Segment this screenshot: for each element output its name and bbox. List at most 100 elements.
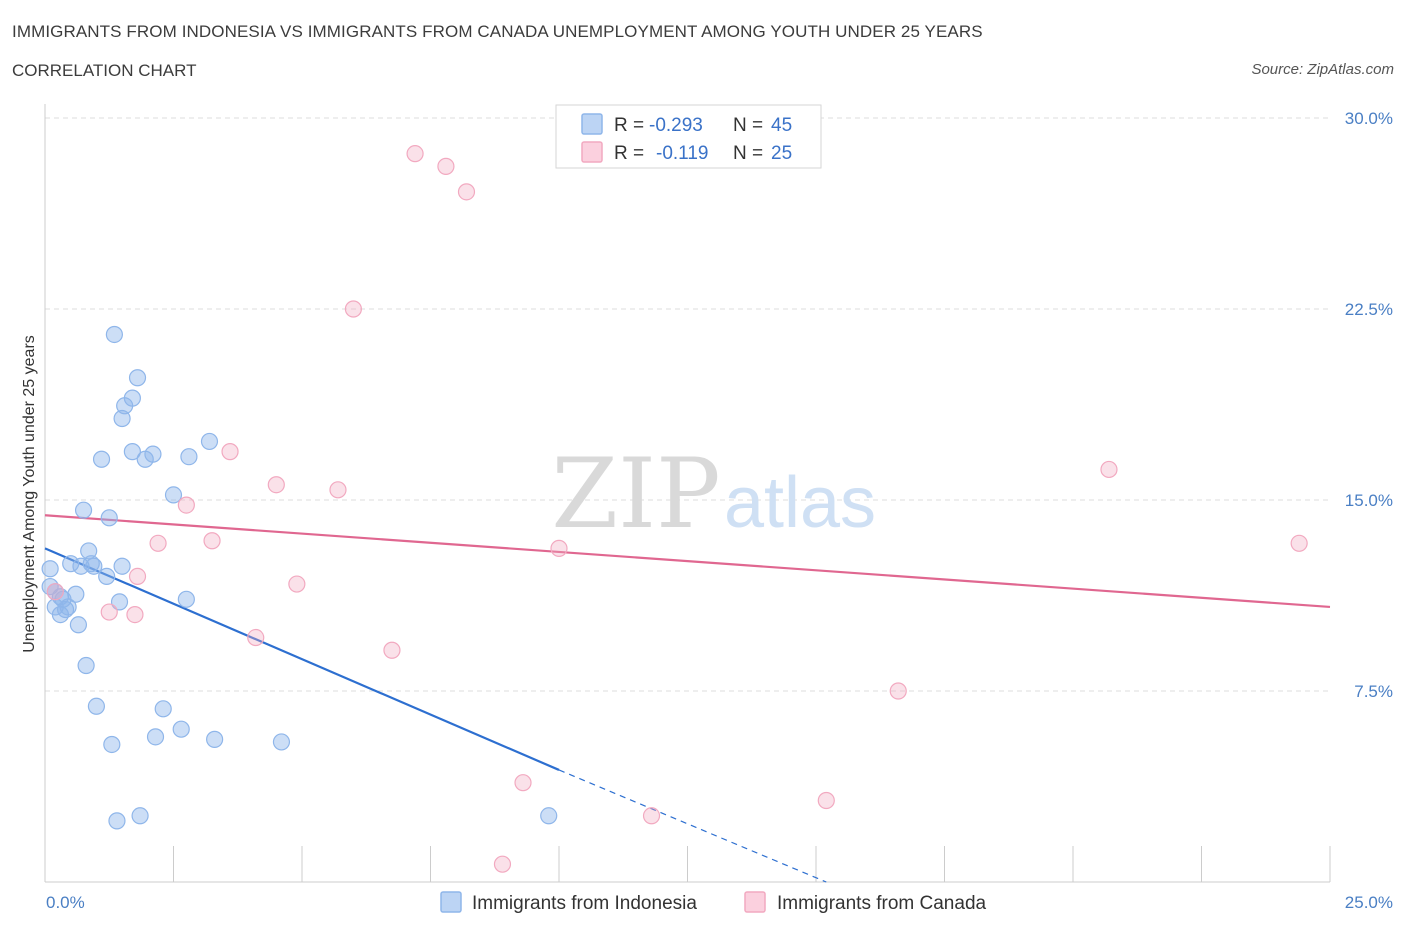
canada-point <box>329 481 347 499</box>
chart-title: IMMIGRANTS FROM INDONESIA VS IMMIGRANTS … <box>12 22 983 41</box>
canada-point <box>457 183 476 201</box>
indonesia-point <box>56 600 75 619</box>
canada-point <box>437 157 455 175</box>
canada-point <box>288 575 306 593</box>
legend-r-value: -0.293 <box>649 115 703 136</box>
canada-point <box>1100 460 1118 479</box>
canada-point <box>550 539 568 557</box>
legend-n-label: N = <box>733 143 763 164</box>
indonesia-point <box>180 448 198 466</box>
bottom-legend: Immigrants from Indonesia Immigrants fro… <box>440 891 987 914</box>
indonesia-point <box>41 577 59 596</box>
data-points <box>41 145 1308 873</box>
bottom-legend-label-canada: Immigrants from Canada <box>777 893 987 914</box>
indonesia-point <box>146 728 165 746</box>
canada-point <box>100 603 118 621</box>
indonesia-point <box>98 567 116 586</box>
tick-labels: 7.5% 15.0% 22.5% 30.0% 0.0% 25.0% <box>46 109 1393 912</box>
chart-subtitle: CORRELATION CHART <box>12 61 197 80</box>
canada-point <box>817 791 835 810</box>
indonesia-point <box>123 389 141 407</box>
legend-swatch-indonesia <box>581 113 603 135</box>
indonesia-point <box>77 656 95 675</box>
canada-trend-line <box>44 514 1331 609</box>
indonesia-point <box>272 733 291 751</box>
canada-point <box>46 583 64 601</box>
indonesia-point <box>110 593 129 611</box>
indonesia-point <box>103 735 121 754</box>
canada-point <box>221 443 239 461</box>
indonesia-point <box>72 557 90 575</box>
indonesia-point <box>74 501 93 519</box>
indonesia-point <box>164 486 183 504</box>
canada-point <box>267 476 285 494</box>
indonesia-point <box>200 432 219 451</box>
watermark: ZIP atlas <box>551 438 876 550</box>
indonesia-point <box>144 445 162 463</box>
canada-point <box>889 682 907 700</box>
legend-r-label: R = <box>614 115 644 136</box>
canada-point <box>247 628 265 647</box>
indonesia-point <box>540 807 558 825</box>
legend-r-label: R = <box>614 143 644 164</box>
indonesia-point <box>82 555 100 573</box>
legend-swatch-canada <box>581 141 603 163</box>
y-tick-label: 7.5% <box>1354 682 1393 701</box>
legend-box: R = -0.293 N = 45 R = -0.119 N = 25 <box>555 104 822 169</box>
indonesia-point <box>177 590 195 608</box>
canada-point <box>514 774 532 792</box>
indonesia-point <box>172 720 190 738</box>
indonesia-point <box>87 697 106 715</box>
indonesia-point <box>59 598 77 616</box>
bottom-legend-label-indonesia: Immigrants from Indonesia <box>472 893 697 914</box>
bottom-legend-swatch-indonesia <box>440 891 462 913</box>
legend-n-value: 45 <box>771 115 792 136</box>
legend-r-value: -0.119 <box>656 143 708 164</box>
canada-point <box>642 807 661 825</box>
canada-point <box>344 300 362 318</box>
canada-point <box>493 855 512 873</box>
indonesia-trend-line <box>44 547 560 771</box>
canada-point <box>128 567 147 586</box>
source-credit: Source: ZipAtlas.com <box>1251 61 1394 78</box>
indonesia-point <box>67 585 85 603</box>
y-tick-label: 22.5% <box>1345 300 1393 319</box>
axes <box>44 104 1331 883</box>
y-tick-label: 15.0% <box>1345 491 1393 510</box>
indonesia-point <box>80 542 98 560</box>
canada-point <box>126 605 144 624</box>
y-tick-label: 30.0% <box>1345 109 1393 128</box>
indonesia-point <box>100 509 118 527</box>
legend-n-label: N = <box>733 115 763 136</box>
indonesia-point <box>123 443 141 461</box>
canada-point <box>383 641 401 659</box>
indonesia-trend-extension <box>558 769 827 883</box>
indonesia-point <box>108 812 126 830</box>
indonesia-point <box>113 557 131 575</box>
indonesia-point <box>41 560 59 578</box>
canada-point <box>149 534 167 552</box>
indonesia-point <box>105 325 123 344</box>
indonesia-point <box>69 616 88 634</box>
x-tick-label: 0.0% <box>46 893 85 912</box>
canada-point <box>406 145 424 163</box>
canada-point <box>1290 534 1308 552</box>
indonesia-point <box>113 409 131 428</box>
indonesia-point <box>131 807 149 825</box>
indonesia-point <box>62 555 80 573</box>
indonesia-point <box>206 730 224 748</box>
canada-point <box>177 496 195 514</box>
bottom-legend-swatch-canada <box>744 891 766 913</box>
watermark-zip: ZIP <box>551 438 720 550</box>
x-tick-label: 25.0% <box>1345 893 1393 912</box>
gridlines <box>45 117 1330 692</box>
y-axis-title: Unemployment Among Youth under 25 years <box>21 335 38 653</box>
canada-point <box>203 532 221 550</box>
indonesia-point <box>85 557 103 575</box>
trend-lines <box>44 514 1331 883</box>
indonesia-point <box>154 700 172 718</box>
legend-n-value: 25 <box>771 143 792 164</box>
indonesia-point <box>92 450 111 468</box>
watermark-atlas: atlas <box>724 463 876 543</box>
